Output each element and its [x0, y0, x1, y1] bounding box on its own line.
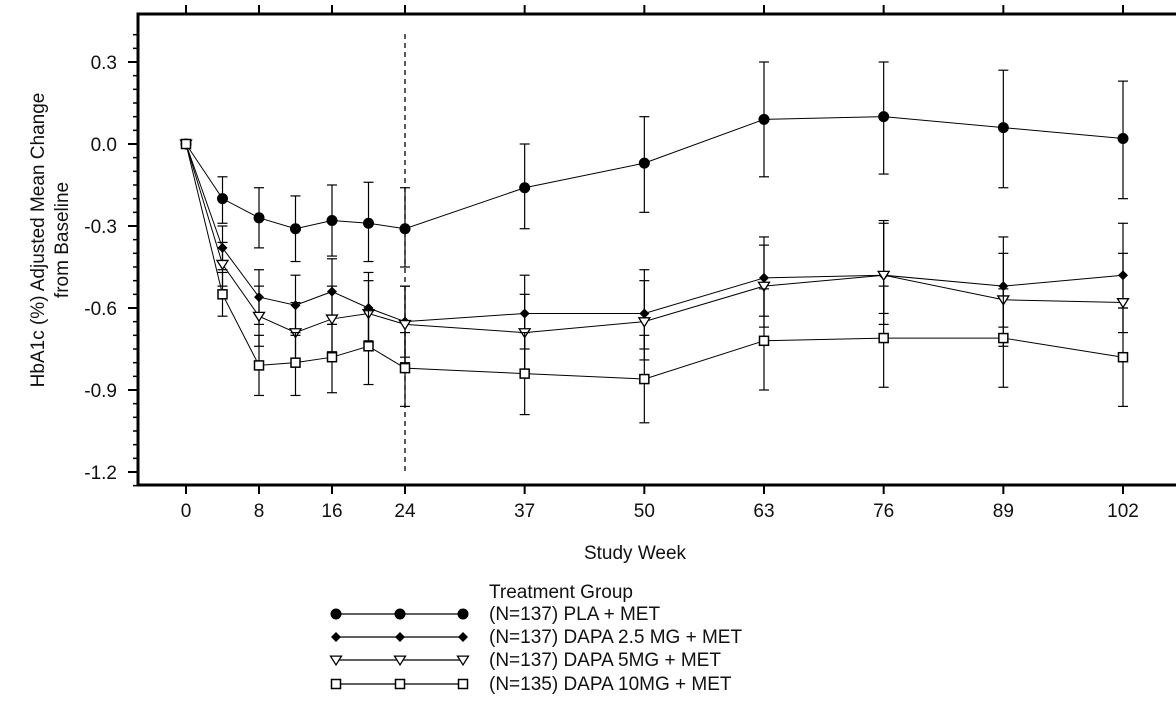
data-point [217, 289, 228, 300]
data-point [180, 138, 192, 150]
legend-item-4: (N=135) DAPA 10MG + MET [330, 674, 732, 695]
legend-marker [458, 632, 468, 642]
legend-marker [330, 678, 342, 690]
data-point [639, 373, 650, 385]
legend-marker [456, 655, 470, 667]
x-tick-label: 102 [1107, 501, 1139, 522]
data-point [519, 182, 531, 194]
series-4 [180, 138, 1129, 424]
data-point [997, 122, 1009, 134]
legend-marker [329, 655, 343, 667]
legend-label: (N=137) DAPA 5MG + MET [489, 650, 721, 671]
x-tick-label: 76 [873, 501, 894, 522]
series-line [185, 143, 1124, 334]
y-tick-label: -0.6 [84, 299, 117, 320]
x-tick-label: 50 [634, 501, 655, 522]
x-tick-label: 8 [254, 501, 265, 522]
y-axis-title: HbA1c (%) Adjusted Mean Change from Base… [28, 93, 73, 388]
data-point [637, 317, 652, 328]
series-line [185, 143, 1124, 380]
data-point [399, 223, 411, 235]
x-tick-label: 24 [394, 501, 416, 522]
data-point [998, 332, 1009, 344]
data-point [878, 332, 889, 344]
x-tick-label: 37 [514, 501, 535, 522]
y-tick-label: -1.2 [84, 463, 117, 484]
data-point [878, 111, 890, 123]
data-point [290, 223, 301, 235]
data-point [876, 270, 891, 282]
y-tick-label: 0.3 [91, 53, 117, 74]
x-tick-label: 63 [753, 501, 774, 522]
legend-item-2: (N=137) DAPA 2.5 MG + MET [331, 627, 742, 648]
data-point [398, 319, 412, 331]
legend-title: Treatment Group [489, 582, 633, 603]
y-tick-label: -0.9 [84, 381, 117, 402]
axes-layer: 0.3 0.0 -0.3 -0.6 -0.9 -1.2 0 8 16 24 37 50 63 76 89 10… [84, 5, 1139, 522]
legend-label: (N=137) DAPA 2.5 MG + MET [489, 627, 742, 648]
legend-label: (N=135) DAPA 10MG + MET [489, 674, 732, 695]
data-point [290, 357, 301, 368]
series-line [185, 116, 1124, 230]
data-point [1116, 298, 1130, 309]
data-point [253, 212, 265, 224]
data-point [215, 259, 230, 271]
legend-marker [393, 655, 407, 667]
data-point [363, 217, 374, 229]
legend-label: (N=137) PLA + MET [489, 604, 660, 625]
data-point [1117, 351, 1129, 363]
x-tick-label: 89 [993, 501, 1014, 522]
series-1 [180, 61, 1129, 268]
legend-marker [457, 608, 469, 620]
data-point [758, 113, 770, 125]
data-point [325, 314, 339, 326]
y-axis-title-line-1: HbA1c (%) Adjusted Mean Change [28, 93, 49, 388]
series-layer [179, 61, 1130, 424]
legend-marker [394, 678, 406, 690]
plot-area-frame [136, 12, 1176, 487]
legend-marker [457, 678, 469, 690]
data-point [253, 360, 265, 371]
series-3 [179, 139, 1130, 372]
y-tick-label: -0.3 [84, 217, 117, 238]
data-point [758, 335, 770, 347]
data-point [326, 351, 338, 363]
x-tick-label: 16 [321, 501, 342, 522]
legend-item-1: (N=137) PLA + MET [330, 604, 660, 625]
x-tick-label: 0 [181, 501, 192, 522]
data-point [519, 368, 530, 379]
data-point [399, 362, 411, 374]
data-point [326, 215, 338, 227]
legend-layer: (N=137) PLA + MET(N=137) DAPA 2.5 MG + M… [329, 604, 742, 695]
data-point [757, 281, 771, 293]
series-2 [181, 139, 1128, 358]
data-point [217, 193, 228, 205]
legend-marker [330, 608, 342, 620]
data-point [1117, 133, 1129, 145]
legend-marker [331, 632, 341, 642]
data-point [638, 157, 650, 169]
legend-item-3: (N=137) DAPA 5MG + MET [329, 650, 721, 671]
data-point [363, 341, 374, 352]
y-tick-label: 0.0 [91, 135, 117, 156]
x-axis-title: Study Week [584, 543, 687, 564]
data-point [252, 311, 266, 323]
legend-marker [395, 632, 405, 642]
y-axis-title-line-2: from Baseline [52, 182, 73, 298]
legend-marker [394, 608, 406, 620]
